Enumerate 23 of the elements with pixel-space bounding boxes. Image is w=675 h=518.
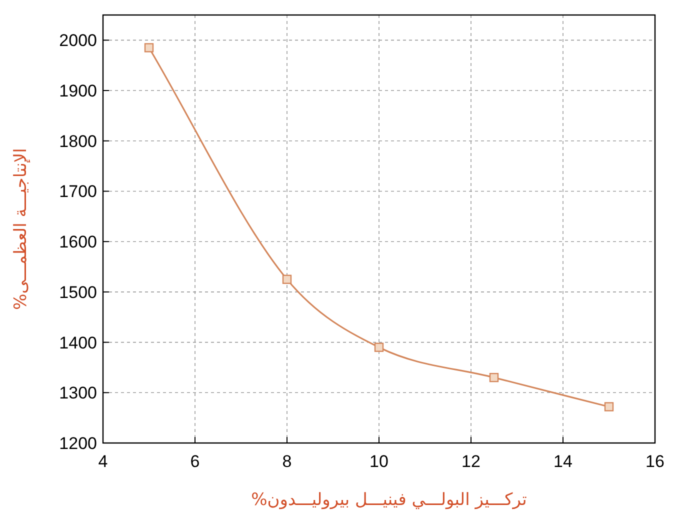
y-tick-label: 1500 — [59, 282, 97, 302]
x-tick-label: 12 — [462, 452, 480, 471]
x-tick-label: 16 — [646, 452, 664, 471]
x-axis-title: تركـــيز البولـــي فينيـــل بيروليـــدون% — [251, 490, 528, 510]
y-tick-label: 1700 — [59, 182, 97, 202]
y-tick-label: 2000 — [59, 31, 97, 50]
x-tick-label: 6 — [190, 452, 200, 471]
y-tick-label: 1300 — [59, 384, 97, 403]
x-tick-label: 10 — [370, 452, 388, 471]
y-tick-label: 1400 — [59, 333, 97, 352]
point — [604, 402, 614, 412]
y-tick-label: 1600 — [59, 232, 97, 252]
point — [374, 342, 384, 352]
y-tick-label: 1800 — [59, 132, 97, 151]
point — [282, 274, 292, 284]
point — [489, 372, 499, 382]
x-tick-label: 14 — [554, 452, 572, 471]
x-tick-label: 8 — [282, 452, 292, 471]
y-tick-label: 1200 — [59, 434, 97, 453]
y-tick-label: 1900 — [59, 82, 97, 101]
y-axis-title: الإنتاجيـــة العظمـــى% — [11, 148, 31, 310]
x-tick-label: 4 — [98, 452, 108, 471]
point — [144, 43, 154, 52]
